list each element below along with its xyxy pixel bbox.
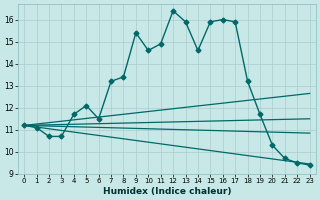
X-axis label: Humidex (Indice chaleur): Humidex (Indice chaleur) bbox=[103, 187, 231, 196]
